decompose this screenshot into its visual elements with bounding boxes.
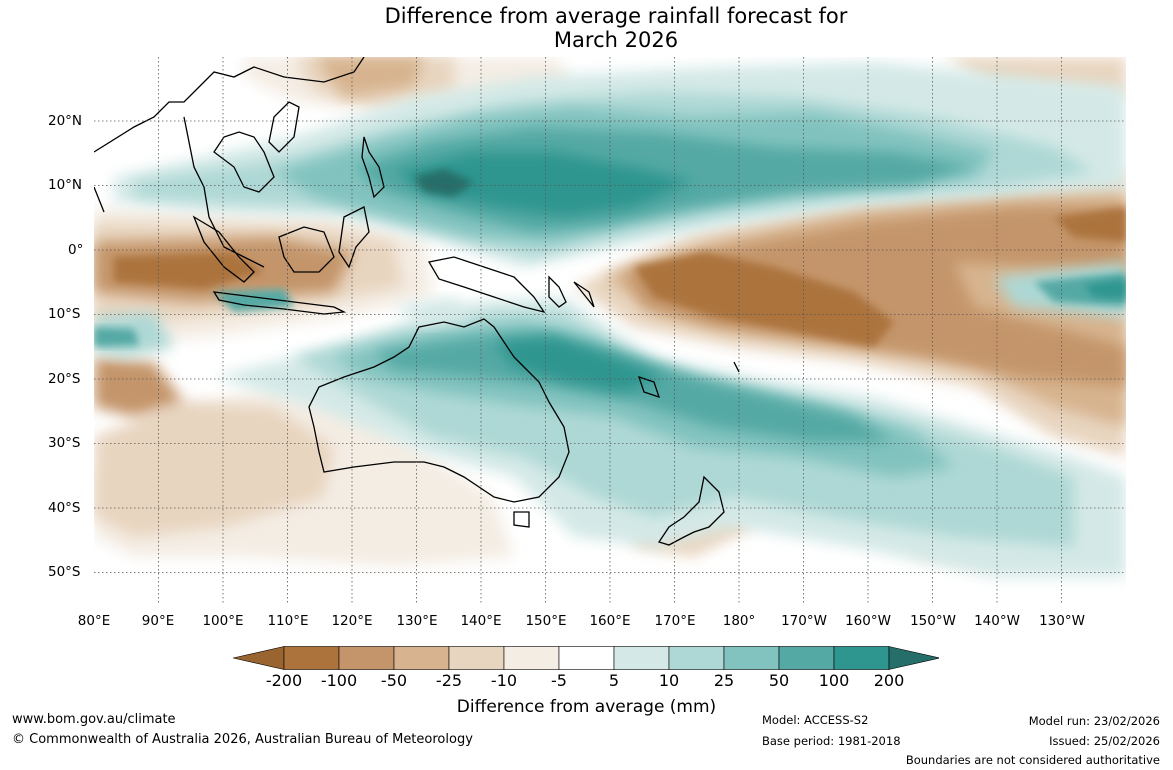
lat-label-10s: 10°S (48, 306, 81, 322)
lat-label-40s: 40°S (48, 500, 81, 516)
website-link[interactable]: www.bom.gov.au/climate (12, 712, 176, 727)
legend-swatch (613, 646, 670, 670)
legend-swatch (283, 646, 340, 670)
lon-label-160w: 160°W (845, 613, 891, 629)
legend-tick: 5 (608, 671, 620, 690)
chart-title: Difference from average rainfall forecas… (0, 4, 1173, 52)
color-scale-bar (233, 646, 939, 670)
legend-swatch (558, 646, 615, 670)
map-svg (94, 57, 1126, 604)
lon-label-140w: 140°W (974, 613, 1020, 629)
legend-swatch (233, 646, 285, 670)
legend-swatch (448, 646, 505, 670)
legend-tick: -5 (551, 671, 567, 690)
boundaries-disclaimer: Boundaries are not considered authoritat… (905, 753, 1160, 767)
lon-label-180: 180° (722, 613, 756, 629)
legend-tick: 50 (768, 671, 790, 690)
legend-tick: 25 (713, 671, 735, 690)
base-period: Base period: 1981-2018 (762, 734, 901, 748)
lat-label-eq: 0° (68, 242, 84, 258)
legend-tick: -50 (380, 671, 408, 690)
legend-tick: 10 (658, 671, 680, 690)
lon-label-150e: 150°E (525, 613, 567, 629)
model-name: Model: ACCESS-S2 (762, 713, 869, 727)
lon-label-80e: 80°E (77, 613, 111, 629)
legend-swatch (503, 646, 560, 670)
issued-date: Issued: 25/02/2026 (1049, 734, 1160, 748)
legend-swatch (888, 646, 939, 670)
legend-tick: -100 (320, 671, 358, 690)
legend-title: Difference from average (mm) (456, 697, 717, 717)
rainfall-anomaly-map (94, 57, 1126, 604)
lon-label-140e: 140°E (460, 613, 502, 629)
model-run-date: Model run: 23/02/2026 (1028, 714, 1160, 728)
lon-label-110e: 110°E (267, 613, 309, 629)
title-line-1: Difference from average rainfall forecas… (384, 4, 848, 28)
title-line-2: March 2026 (553, 28, 679, 52)
copyright-text: © Commonwealth of Australia 2026, Austra… (12, 732, 473, 747)
lat-label-20s: 20°S (48, 371, 81, 387)
legend-tick: 100 (818, 671, 850, 690)
legend-tick: -25 (435, 671, 463, 690)
legend-swatch (778, 646, 835, 670)
dry-anomaly-fill (94, 57, 1126, 567)
lon-label-160e: 160°E (589, 613, 631, 629)
legend-swatch (393, 646, 450, 670)
legend-tick: -10 (490, 671, 518, 690)
lon-label-170w: 170°W (781, 613, 827, 629)
lon-label-170e: 170°E (654, 613, 696, 629)
lat-label-50s: 50°S (48, 564, 81, 580)
legend-swatch (833, 646, 890, 670)
lat-label-20n: 20°N (48, 113, 83, 129)
wet-anomaly-fill (94, 62, 1126, 577)
graticule (94, 57, 1126, 604)
lon-label-100e: 100°E (202, 613, 244, 629)
legend-tick: -200 (265, 671, 303, 690)
legend-tick: 200 (873, 671, 905, 690)
lon-label-90e: 90°E (141, 613, 175, 629)
legend-swatch (723, 646, 780, 670)
legend-swatch (668, 646, 725, 670)
lon-label-150w: 150°W (910, 613, 956, 629)
coastlines (94, 57, 740, 546)
legend-swatch (338, 646, 395, 670)
lon-label-130w: 130°W (1039, 613, 1085, 629)
lat-label-10n: 10°N (48, 177, 83, 193)
lat-label-30s: 30°S (48, 435, 81, 451)
lon-label-120e: 120°E (331, 613, 373, 629)
lon-label-130e: 130°E (396, 613, 438, 629)
